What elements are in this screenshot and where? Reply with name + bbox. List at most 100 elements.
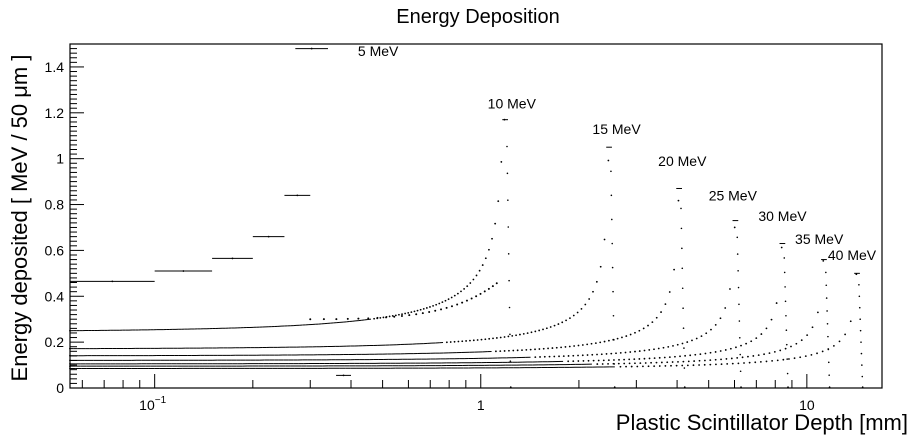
data-point xyxy=(495,350,497,353)
data-point xyxy=(596,363,599,365)
data-point xyxy=(310,47,313,50)
data-point xyxy=(619,351,622,354)
data-point xyxy=(557,323,560,325)
data-point xyxy=(773,350,776,353)
x-axis-title: Plastic Scintillator Depth [mm] xyxy=(616,410,908,435)
data-point xyxy=(655,316,658,319)
data-point xyxy=(677,199,680,202)
data-point xyxy=(710,328,712,331)
data-point xyxy=(765,360,768,363)
data-point xyxy=(610,194,613,197)
data-point xyxy=(511,334,514,337)
data-point xyxy=(605,353,608,355)
data-point xyxy=(553,324,556,327)
data-point xyxy=(784,347,787,350)
data-point xyxy=(573,345,576,347)
data-point xyxy=(483,290,486,293)
data-point xyxy=(662,346,665,349)
data-point xyxy=(810,353,813,356)
data-point xyxy=(793,357,796,360)
data-point xyxy=(450,296,453,299)
data-point xyxy=(681,342,684,345)
data-point xyxy=(634,331,636,334)
data-point xyxy=(737,362,740,365)
data-point xyxy=(558,355,560,358)
data-point xyxy=(549,326,552,328)
data-point xyxy=(783,271,786,274)
data-point xyxy=(373,317,376,320)
data-point xyxy=(465,340,467,342)
data-point xyxy=(572,314,575,317)
data-point xyxy=(335,318,338,321)
data-point xyxy=(747,355,749,358)
data-point xyxy=(844,333,847,336)
data-point xyxy=(445,341,448,344)
data-point xyxy=(592,359,595,362)
data-point xyxy=(267,235,270,238)
series-label: 35 MeV xyxy=(795,231,844,247)
data-point xyxy=(492,337,494,340)
data-point xyxy=(775,302,778,304)
data-point xyxy=(231,257,234,260)
data-point xyxy=(827,348,830,350)
data-point xyxy=(445,306,448,309)
data-point xyxy=(469,282,472,284)
data-point xyxy=(616,337,619,340)
data-point xyxy=(650,361,652,364)
data-point xyxy=(463,288,465,290)
data-point xyxy=(740,344,742,347)
data-point xyxy=(647,324,649,327)
data-point xyxy=(568,345,571,348)
data-point xyxy=(642,365,644,368)
data-point xyxy=(689,354,692,357)
data-point xyxy=(858,306,861,309)
data-point xyxy=(457,340,460,343)
data-point xyxy=(447,298,450,301)
data-point xyxy=(827,361,830,364)
data-point xyxy=(770,318,773,321)
data-point xyxy=(404,312,407,315)
data-point xyxy=(653,365,656,368)
chart-title: Energy Deposition xyxy=(396,6,559,28)
data-point xyxy=(581,344,584,346)
data-point xyxy=(508,349,510,352)
data-point xyxy=(342,374,345,377)
data-point xyxy=(480,338,483,341)
data-point xyxy=(584,303,587,306)
data-point xyxy=(730,357,733,360)
data-point xyxy=(743,362,745,364)
data-point xyxy=(849,320,852,323)
data-point xyxy=(346,317,349,320)
data-point xyxy=(590,342,593,345)
data-point xyxy=(530,331,533,334)
series-label: 20 MeV xyxy=(658,153,707,169)
data-point xyxy=(539,356,541,358)
data-point xyxy=(612,338,615,341)
data-point xyxy=(521,349,523,351)
axis-ticks xyxy=(70,43,808,389)
data-point xyxy=(407,311,410,314)
data-point xyxy=(456,292,459,295)
data-point xyxy=(681,247,683,250)
data-point xyxy=(591,353,594,356)
data-point xyxy=(503,336,506,338)
data-point xyxy=(633,358,636,361)
data-point xyxy=(400,314,403,317)
data-point xyxy=(416,309,419,312)
y-tick-label: 0.2 xyxy=(45,334,65,350)
data-point xyxy=(738,336,741,339)
data-point xyxy=(682,327,685,329)
data-point xyxy=(545,327,548,330)
data-point xyxy=(519,333,521,336)
data-point xyxy=(587,359,590,362)
data-point xyxy=(602,359,605,362)
data-point xyxy=(453,294,456,297)
data-point xyxy=(681,267,684,270)
data-point xyxy=(421,312,424,315)
data-point xyxy=(644,362,647,364)
data-point xyxy=(450,305,453,308)
data-point xyxy=(388,315,391,318)
data-point xyxy=(694,353,697,356)
data-point xyxy=(825,271,827,274)
